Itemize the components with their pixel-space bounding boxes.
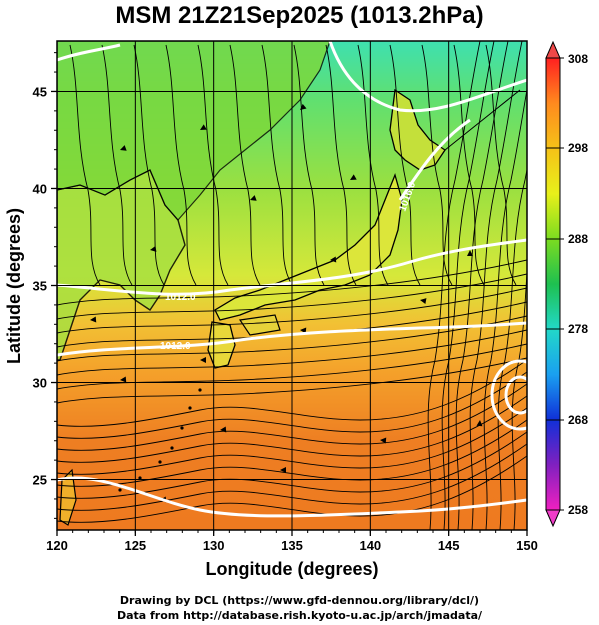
streamline-arrow (467, 250, 473, 256)
colorbar-gradient (545, 57, 561, 511)
x-tick-label: 150 (516, 538, 538, 553)
map-panel: 1012.0 1012.0 1016.0 120 125 130 135 140 145 1… (33, 40, 538, 553)
streamline (57, 259, 527, 306)
streamline (497, 167, 527, 530)
x-tick-label: 145 (438, 538, 460, 553)
streamline (101, 44, 133, 286)
kuril-islands (444, 89, 521, 151)
streamline (57, 273, 527, 320)
streamline (485, 44, 517, 286)
y-tick-label: 30 (33, 376, 47, 391)
x-tick-label: 140 (359, 538, 381, 553)
y-tick-label: 35 (33, 279, 47, 294)
streamline (197, 44, 229, 286)
streamline-arrow (200, 357, 206, 363)
map-title: MSM 21Z21Sep2025 (1013.2hPa) (115, 2, 484, 29)
streamline (229, 44, 261, 286)
x-tick-label: 130 (203, 538, 225, 553)
y-tick-label: 40 (33, 181, 47, 196)
streamline (69, 44, 101, 286)
longitude-ticks: 120 125 130 135 140 145 150 (46, 530, 538, 553)
x-axis-label: Longitude (degrees) (205, 559, 378, 579)
streamline-arrow (280, 467, 286, 473)
streamline (293, 44, 325, 286)
streamline (455, 41, 509, 530)
contour-label: 1012.0 (160, 341, 191, 352)
colorbar-lower-arrow (545, 509, 561, 528)
streamline (427, 41, 481, 530)
streamline-arrow (220, 426, 227, 433)
wind-streamlines (57, 41, 527, 530)
streamline (57, 287, 527, 334)
streamline (483, 86, 527, 530)
isobar-line (328, 41, 527, 113)
isobar-line (57, 238, 527, 296)
streamline (469, 41, 523, 530)
streamline (325, 44, 357, 286)
colorbar-top-label: 308 (568, 52, 588, 66)
kyushu-island (207, 321, 236, 369)
streamline (57, 329, 527, 376)
latitude-ticks: 25 30 35 40 45 (33, 52, 57, 519)
isobars (57, 41, 527, 518)
colorbar-tick-label: 288 (568, 232, 588, 246)
isobar-line (398, 118, 471, 201)
credit-drawing: Drawing by DCL (https://www.gfd-dennou.o… (119, 594, 480, 607)
isobar-line (57, 321, 527, 357)
streamline-arrow (349, 174, 357, 180)
contour-label: 1012.0 (165, 292, 196, 303)
streamline (133, 44, 165, 286)
x-tick-label: 135 (281, 538, 303, 553)
streamline-arrow (120, 145, 127, 151)
streamline-arrow (90, 316, 97, 323)
colorbar-tick-label: 268 (568, 413, 588, 427)
streamline (165, 44, 197, 286)
isobar-line (57, 43, 121, 62)
streamline-arrow (200, 124, 207, 130)
streamline-arrow (250, 195, 257, 201)
streamline (57, 357, 527, 404)
x-tick-label: 120 (46, 538, 68, 553)
isobar-line (57, 476, 527, 518)
streamline (441, 41, 495, 530)
streamline-arrow (420, 298, 427, 304)
x-tick-label: 125 (124, 538, 146, 553)
y-axis-label: Latitude (degrees) (4, 208, 24, 364)
y-tick-label: 45 (33, 84, 47, 99)
colorbar-bottom-label: 258 (568, 503, 588, 517)
streamline (453, 44, 485, 286)
isobar-low-ring (504, 375, 527, 415)
streamline-arrow (150, 246, 157, 252)
land-masses (57, 41, 521, 526)
shikoku-island (238, 314, 281, 336)
streamline-arrow (329, 256, 337, 263)
streamline (357, 44, 389, 286)
colorbar-tick-label: 278 (568, 322, 588, 336)
isobar-low-ring (490, 359, 527, 431)
streamline (261, 44, 293, 286)
credit-data-source: Data from http://database.rish.kyoto-u.a… (116, 609, 483, 622)
streamline-arrow (300, 103, 307, 110)
manchuria-land (57, 41, 331, 221)
colorbar-tick-label: 298 (568, 141, 588, 155)
y-tick-label: 25 (33, 473, 47, 488)
colorbar: 308 298 288 278 268 258 (545, 40, 588, 528)
streamline (57, 315, 527, 362)
streamline-arrow (380, 437, 387, 444)
honshu-island (214, 172, 403, 321)
ryukyu-islands (118, 388, 202, 492)
streamline-arrow (476, 420, 483, 427)
streamline-arrow (120, 376, 127, 383)
colorbar-upper-arrow (545, 40, 561, 59)
